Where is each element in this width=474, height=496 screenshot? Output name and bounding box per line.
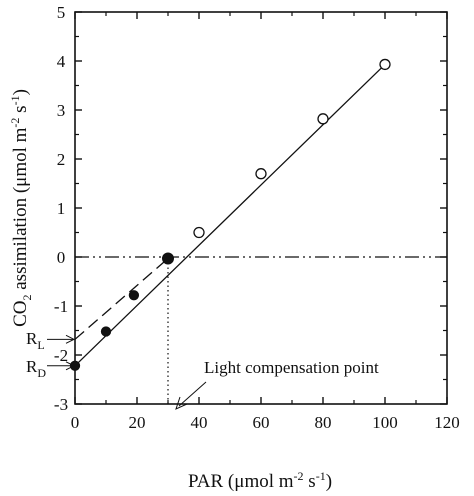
x-tick-label: 40: [191, 413, 208, 432]
x-axis-title: PAR (μmol m-2 s-1): [188, 469, 332, 492]
y-tick-label: 3: [57, 101, 66, 120]
rl-label: RL: [26, 329, 45, 352]
plot-frame: [74, 11, 448, 405]
y-tick-label: -1: [54, 297, 68, 316]
rl-arrow: [47, 334, 76, 344]
y-tick-label: 2: [57, 150, 66, 169]
x-tick-label: 60: [253, 413, 270, 432]
rd-label: RD: [26, 357, 46, 380]
open-point: [317, 113, 329, 125]
x-tick-label: 20: [129, 413, 146, 432]
filled-point: [100, 326, 112, 337]
rd-arrow: [47, 361, 76, 371]
y-tick-label: 4: [57, 52, 66, 71]
y-tick-label: 5: [57, 3, 66, 22]
line-solid: [74, 63, 386, 367]
tick-labels: 0 20 40 60 80 100 120 -3 -2 -1 0 1 2 3 4 5: [54, 3, 460, 432]
x-tick-label: 100: [372, 413, 398, 432]
open-point: [379, 58, 391, 71]
line-dashed: [74, 257, 169, 340]
open-point: [255, 168, 267, 180]
light-compensation-label: Light compensation point: [204, 358, 379, 377]
light-compensation-arrow: [175, 381, 207, 410]
x-tick-label: 0: [71, 413, 80, 432]
rl-arrow-head: [65, 334, 76, 344]
y-axis-title: CO2 assimilation (μmol m-2 s-1): [8, 89, 34, 327]
y-tick-label: 1: [57, 199, 66, 218]
data-points: [69, 58, 391, 371]
compensation-point: [162, 252, 174, 265]
chart-lines: [74, 63, 447, 404]
x-tick-label: 120: [434, 413, 460, 432]
y-tick-label: 0: [57, 248, 66, 267]
x-tick-label: 80: [315, 413, 332, 432]
open-point: [193, 226, 205, 239]
y-tick-label: -2: [54, 346, 68, 365]
y-tick-label: -3: [54, 395, 68, 414]
filled-point: [128, 290, 140, 301]
axis-ticks: [74, 11, 448, 405]
rd-arrow-head: [65, 361, 76, 371]
